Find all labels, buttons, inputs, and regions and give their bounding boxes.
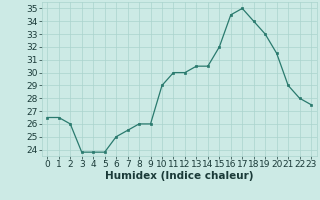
X-axis label: Humidex (Indice chaleur): Humidex (Indice chaleur) bbox=[105, 171, 253, 181]
